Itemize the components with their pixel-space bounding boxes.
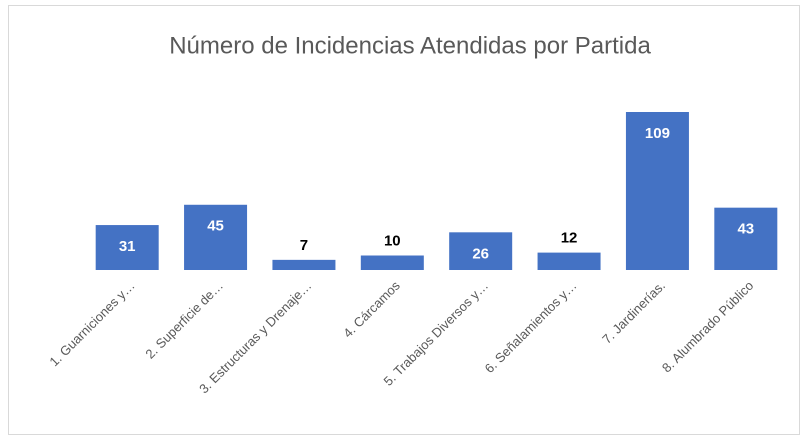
bar [95, 225, 159, 270]
bar [272, 259, 336, 270]
chart-title: Número de Incidencias Atendidas por Part… [169, 32, 651, 59]
data-label: 10 [384, 232, 401, 249]
data-label: 45 [207, 218, 224, 235]
bar [360, 255, 424, 270]
data-label: 43 [737, 221, 754, 238]
data-label: 31 [119, 238, 136, 255]
bar [714, 207, 778, 270]
data-label: 7 [300, 237, 308, 254]
bar [625, 112, 689, 270]
data-label: 12 [561, 230, 578, 247]
bar [449, 232, 513, 270]
bar [184, 204, 248, 270]
bar [537, 252, 601, 270]
data-label: 109 [645, 125, 670, 142]
data-label: 26 [472, 245, 489, 262]
